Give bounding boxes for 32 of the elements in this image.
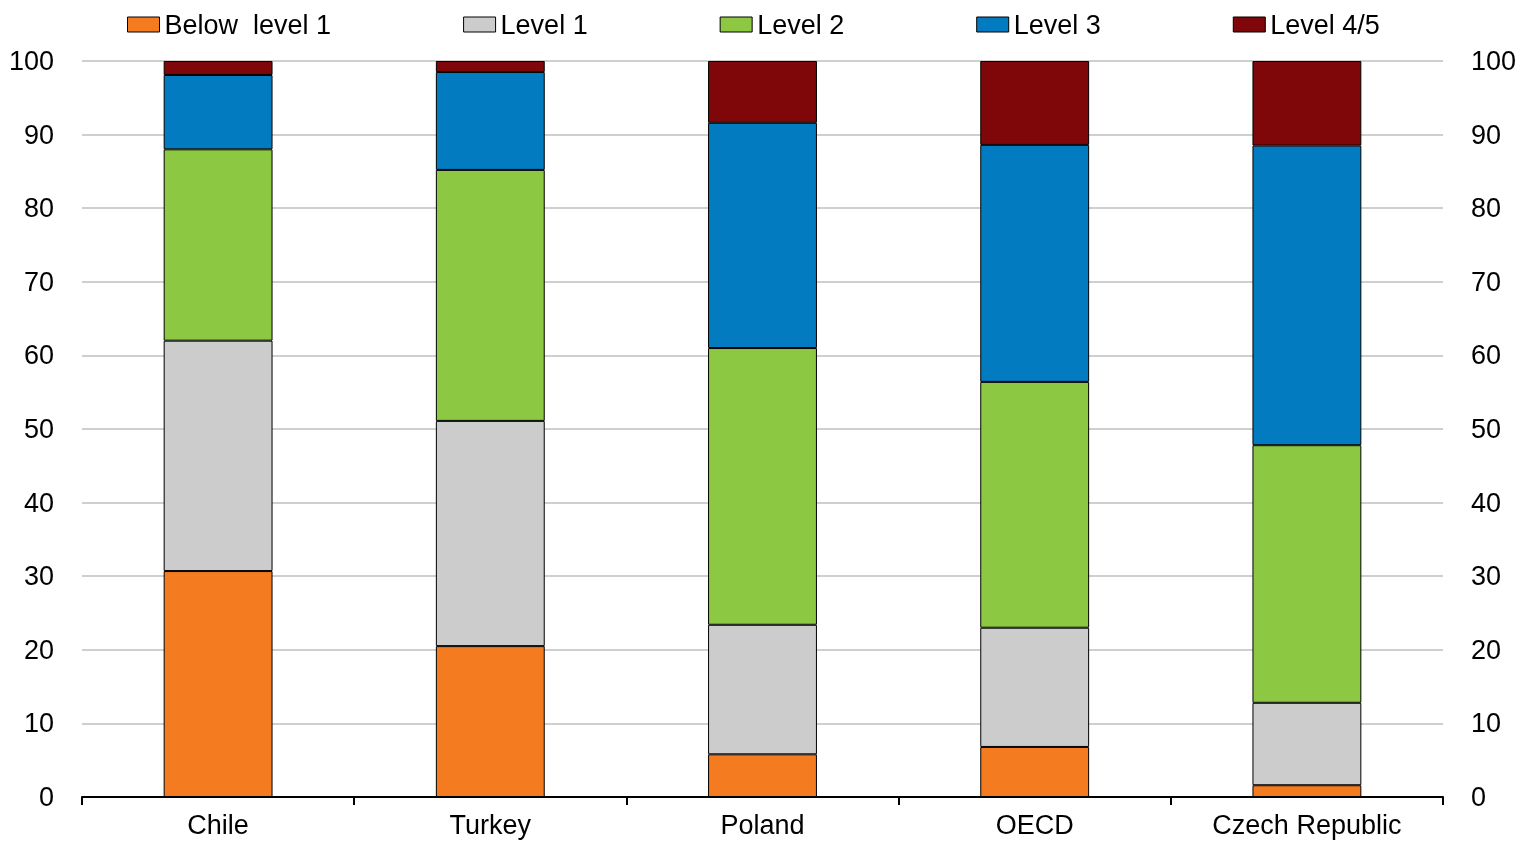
y2-tick-label: 0 [1471,782,1487,812]
y2-tick-label: 30 [1471,561,1502,592]
legend-label: Level 1 [500,9,588,40]
x-tick-label: Turkey [449,809,532,840]
y2-tick-label: 10 [1471,708,1502,739]
y2-tick-label: 70 [1471,266,1502,297]
y-tick-label: 40 [23,487,54,518]
x-tick-label: Czech Republic [1212,809,1402,840]
y-tick-label: 10 [23,708,54,739]
legend-label: Level 3 [1013,9,1101,40]
y-tick-label: 70 [23,266,54,297]
y2-tick-label: 60 [1471,340,1502,371]
y-tick-label: 80 [23,193,54,224]
legend-label: Level 4/5 [1270,9,1380,40]
y-tick-label: 60 [23,340,54,371]
legend-label: Below level 1 [164,9,332,40]
y2-tick-label: 20 [1471,634,1502,665]
y2-tick-label: 40 [1471,487,1502,518]
y2-tick-label: 80 [1471,193,1502,224]
y-tick-label: 30 [23,561,54,592]
x-tick-label: OECD [995,809,1074,840]
y-tick-label: 90 [23,119,54,150]
y-tick-label: 50 [23,414,54,444]
x-tick-label: Poland [720,809,805,840]
y2-tick-label: 50 [1471,414,1502,444]
legend-label: Level 2 [757,9,845,40]
y-tick-label: 20 [23,634,54,665]
y-tick-label: 100 [8,46,54,76]
y-tick-label: 0 [38,782,54,812]
y2-tick-label: 100 [1471,46,1517,76]
x-tick-label: Chile [187,809,249,840]
y2-tick-label: 90 [1471,119,1502,150]
